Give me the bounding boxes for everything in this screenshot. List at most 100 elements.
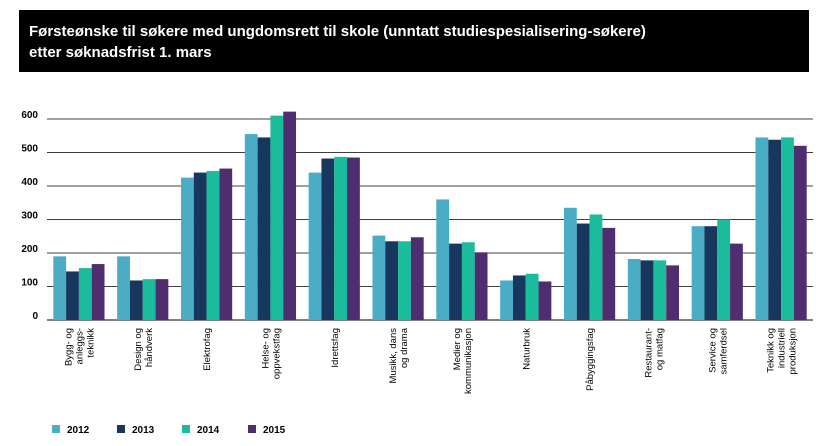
bar [321,158,335,320]
x-category-label-line: Service og [707,328,718,373]
chart-title-box: Førsteønske til søkere med ungdomsrett t… [19,10,809,72]
x-category-label-line: Helse- og [260,328,271,369]
bar [347,157,360,320]
bar [717,219,731,320]
x-category-label: Medier og kommunikasjon [452,328,474,394]
bar [385,241,399,320]
bar [461,242,475,320]
x-category-label: Helse- og oppvekstfag [260,328,282,379]
x-category-label: Elektrofag [202,328,213,371]
legend-label: 2012 [67,425,90,436]
bar [653,260,667,320]
bars [53,111,807,321]
bar [155,279,169,320]
bar [525,273,539,320]
bar [755,137,769,320]
x-category-label: Bygg- og anleggs-teknikk [63,328,96,366]
bar [627,259,641,320]
legend-label: 2014 [197,425,220,436]
x-category-label-line: og drama [399,327,410,368]
x-category-label: Service og samferdsel [707,328,729,374]
x-category-label-line: Naturbruk [521,328,532,370]
x-category-label: Naturbruk [521,328,532,370]
x-category-label-line: kommunikasjon [463,328,474,394]
legend: 2012 2013 2014 2015 [52,425,286,436]
bar [372,235,386,320]
y-tick-label: 0 [32,311,38,322]
legend-label: 2015 [263,425,286,436]
y-tick-label: 200 [21,244,38,255]
bar [474,252,488,320]
legend-label: 2013 [132,425,155,436]
bar [410,237,424,320]
x-category-label: Idrettsfag [330,328,341,368]
x-category-label-line: og matfag [654,328,665,370]
x-category-label-line: Medier og [452,328,463,370]
bar [219,168,233,320]
bar [436,199,450,320]
bar [768,139,782,320]
x-category-label: Musikk, dans og drama [388,327,410,383]
y-tick-label: 500 [21,144,38,155]
legend-swatch [52,425,60,433]
gridlines [47,118,813,321]
x-category-label-line: Design og [133,328,144,371]
legend-swatch [117,425,125,433]
x-category-label-line: Bygg- og [63,328,74,366]
bar [257,137,271,320]
bar [589,214,603,320]
bar [602,227,616,320]
x-category-label-line: anleggs- [74,328,85,364]
x-category-label-line: Musikk, dans [388,328,399,384]
bar [270,115,284,321]
bar [576,223,590,320]
legend-swatch [182,425,190,433]
bar [730,243,743,320]
bar [308,172,322,320]
bar [129,280,143,320]
x-category-label-line: Restaurant- [643,328,654,378]
y-tick-label: 100 [21,278,38,289]
x-category-label-line: håndverk [144,328,155,367]
bar [398,241,411,320]
bar [244,134,258,320]
bar [449,243,462,320]
y-tick-label: 400 [21,177,38,188]
y-axis-ticks: 0 100 200 300 400 500 600 [21,110,38,322]
x-category-label-line: teknikk [85,328,96,358]
bar [78,268,92,320]
bar [193,172,207,320]
chart-title-line-1: Førsteønske til søkere med ungdomsrett t… [29,23,646,40]
bar [691,226,705,320]
x-category-label-line: samferdsel [718,328,729,374]
x-category-label-line: Påbyggingsfag [585,328,596,391]
bar [206,170,220,320]
bar [563,207,577,320]
bar [538,281,552,320]
bar [66,271,79,320]
legend-swatch [248,425,256,433]
x-category-label-line: oppvekstfag [271,328,282,379]
x-category-label: Teknikk og industriell produksjon [766,328,799,374]
bar [283,111,297,320]
bar [640,260,654,320]
bar [781,137,794,320]
bar [512,275,526,320]
bar [500,280,513,320]
x-category-label-line: industriell [777,328,788,368]
y-tick-label: 600 [21,110,38,121]
x-category-label: Restaurant-og matfag [643,328,665,378]
x-category-label-line: Elektrofag [202,328,213,371]
bar [334,156,348,320]
y-tick-label: 300 [21,211,38,222]
x-category-label: Påbyggingsfag [585,328,596,391]
x-category-label-line: Idrettsfag [330,328,341,368]
bar [53,256,67,320]
x-axis-categories: Bygg- og anleggs-teknikk Design og håndverk… [63,327,798,394]
bar [180,177,194,320]
bar [91,264,105,320]
x-category-label-line: produksjon [788,328,799,374]
x-category-label: Design og håndverk [133,328,155,371]
bar [666,265,680,320]
